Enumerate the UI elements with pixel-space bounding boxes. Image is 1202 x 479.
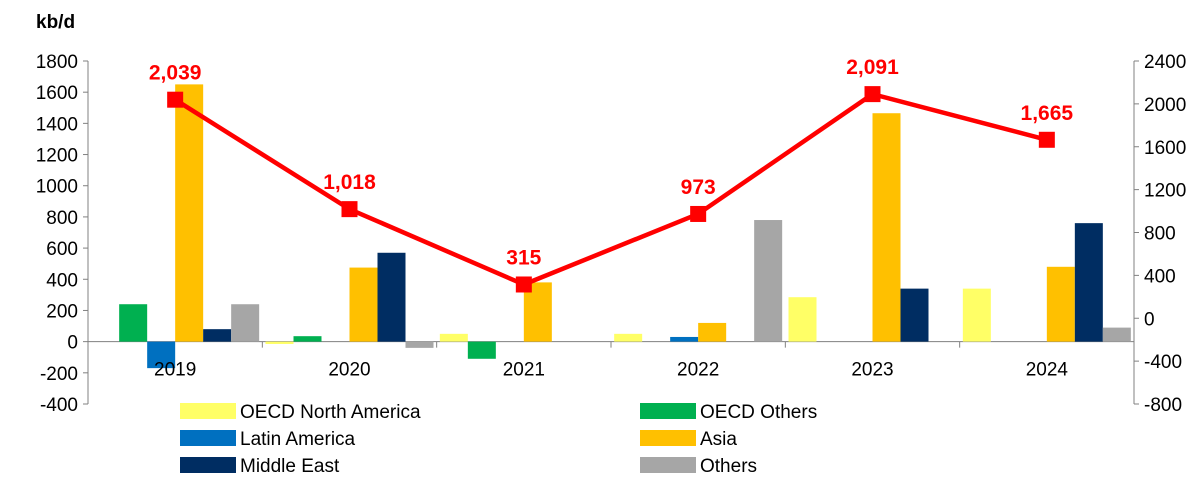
category-label: 2023 <box>851 360 893 381</box>
total-line-marker <box>864 86 881 103</box>
left-tick-label: -200 <box>40 364 78 385</box>
bar-oecd-north-america <box>962 288 991 342</box>
total-line-marker <box>167 91 184 108</box>
bar-oecd-north-america <box>265 341 294 344</box>
bar-latin-america <box>147 341 176 369</box>
left-tick-label: 0 <box>67 333 78 354</box>
bars <box>119 84 1131 369</box>
right-tick-label: -800 <box>1144 395 1182 416</box>
right-tick-label: 800 <box>1144 224 1176 245</box>
right-tick-label: 2000 <box>1144 95 1186 116</box>
right-tick-label: 2400 <box>1144 52 1186 73</box>
bar-asia <box>698 322 727 342</box>
left-tick-label: 1400 <box>36 114 78 135</box>
legend-label: OECD Others <box>700 402 817 423</box>
right-tick-label: 1600 <box>1144 138 1186 159</box>
total-data-label: 1,018 <box>323 171 376 194</box>
legend-swatch <box>180 403 236 419</box>
legend-swatch <box>180 430 236 446</box>
category-label: 2019 <box>154 360 196 381</box>
legend-label: Middle East <box>240 456 340 477</box>
right-tick-label: 400 <box>1144 266 1176 287</box>
bar-middle-east <box>900 288 929 342</box>
bar-asia <box>1046 266 1075 342</box>
category-label: 2022 <box>677 360 719 381</box>
left-tick-label: -400 <box>40 395 78 416</box>
left-tick-label: 1600 <box>36 83 78 104</box>
left-tick-label: 1800 <box>36 52 78 73</box>
legend-swatch <box>640 457 696 473</box>
left-tick-label: 200 <box>46 301 78 322</box>
bar-middle-east <box>377 252 406 342</box>
legend-swatch <box>640 403 696 419</box>
right-tick-label: -400 <box>1144 352 1182 373</box>
bar-others <box>405 341 434 348</box>
total-data-label: 315 <box>506 246 541 269</box>
line-series <box>167 86 1055 293</box>
legend-swatch <box>180 457 236 473</box>
legend-label: Asia <box>700 429 737 450</box>
legend-label: Latin America <box>240 429 356 450</box>
left-tick-label: 1000 <box>36 177 78 198</box>
left-tick-label: 600 <box>46 239 78 260</box>
legend-label: Others <box>700 456 757 477</box>
total-line-marker <box>690 205 707 222</box>
bar-oecd-others <box>293 336 322 342</box>
legend-label: OECD North America <box>240 402 421 423</box>
total-line <box>173 91 1048 287</box>
legend-swatch <box>640 430 696 446</box>
total-line-marker <box>515 276 532 293</box>
bar-oecd-others <box>467 341 496 359</box>
total-data-label: 1,665 <box>1021 102 1074 125</box>
total-line-marker <box>1038 131 1055 148</box>
bar-asia <box>872 113 901 342</box>
bar-middle-east <box>203 329 232 342</box>
total-line-marker <box>341 201 358 218</box>
right-tick-label: 1200 <box>1144 181 1186 202</box>
category-label: 2020 <box>328 360 370 381</box>
bar-oecd-north-america <box>614 333 643 342</box>
bar-others <box>754 220 783 342</box>
right-tick-label: 0 <box>1144 309 1155 330</box>
bar-latin-america <box>670 336 699 342</box>
bar-oecd-others <box>119 304 148 342</box>
bar-asia <box>175 84 204 342</box>
axes: -400 -200 0 200 400 600 800 1000 1200 1400 1600 180… <box>36 52 1187 416</box>
total-data-label: 2,091 <box>846 56 899 79</box>
category-label: 2021 <box>503 360 545 381</box>
category-label: 2024 <box>1026 360 1069 381</box>
data-labels: 2019 2020 2021 2022 2023 2024 2,039 1,018 315 973… <box>149 56 1074 381</box>
bar-others <box>1102 327 1131 342</box>
bar-oecd-north-america <box>788 297 817 342</box>
total-data-label: 2,039 <box>149 62 202 85</box>
left-tick-label: 1200 <box>36 146 78 167</box>
left-tick-label: 400 <box>46 270 78 291</box>
bar-asia <box>349 267 378 342</box>
legend: OECD North America OECD Others Latin Ameri… <box>180 402 817 477</box>
bar-others <box>231 304 260 342</box>
bar-middle-east <box>1074 223 1103 342</box>
total-data-label: 973 <box>681 176 716 199</box>
bar-oecd-north-america <box>439 333 468 342</box>
unit-label: kb/d <box>36 12 75 33</box>
left-tick-label: 800 <box>46 208 78 229</box>
